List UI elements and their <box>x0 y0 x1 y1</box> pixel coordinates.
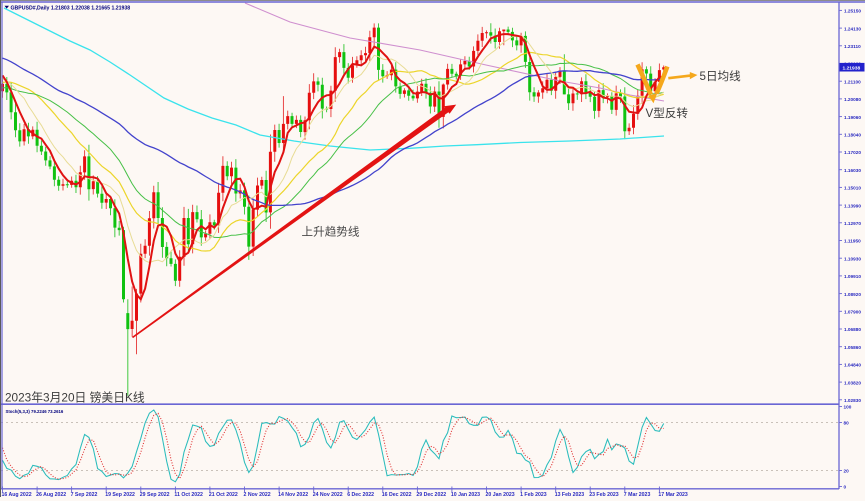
svg-text:1.09910: 1.09910 <box>844 274 861 279</box>
svg-text:1.02830: 1.02830 <box>844 398 861 403</box>
svg-text:1.17020: 1.17020 <box>844 150 861 155</box>
svg-text:1.05860: 1.05860 <box>844 345 861 350</box>
svg-text:1.03820: 1.03820 <box>844 380 861 385</box>
svg-text:19 Sep 2022: 19 Sep 2022 <box>105 492 135 498</box>
svg-text:5日均线: 5日均线 <box>700 69 742 83</box>
svg-text:80: 80 <box>844 421 850 426</box>
svg-text:10 Jan 2023: 10 Jan 2023 <box>451 492 480 498</box>
svg-text:1.08920: 1.08920 <box>844 292 861 297</box>
svg-text:1.18040: 1.18040 <box>844 133 861 138</box>
svg-text:1.12970: 1.12970 <box>844 221 861 226</box>
svg-text:16 Aug 2022: 16 Aug 2022 <box>2 492 32 498</box>
svg-text:7 Mar 2023: 7 Mar 2023 <box>624 492 651 498</box>
svg-text:7 Sep 2022: 7 Sep 2022 <box>71 492 98 498</box>
svg-text:26 Aug 2022: 26 Aug 2022 <box>36 492 66 498</box>
svg-text:1.23110: 1.23110 <box>844 44 861 49</box>
svg-text:1 Feb 2023: 1 Feb 2023 <box>520 492 547 498</box>
svg-text:1.10930: 1.10930 <box>844 256 861 261</box>
svg-text:1.04840: 1.04840 <box>844 363 861 368</box>
svg-text:21 Oct 2022: 21 Oct 2022 <box>209 492 238 498</box>
svg-text:1.21100: 1.21100 <box>844 79 861 84</box>
svg-text:20 Jan 2023: 20 Jan 2023 <box>486 492 515 498</box>
svg-text:24 Nov 2022: 24 Nov 2022 <box>313 492 343 498</box>
svg-text:1.07900: 1.07900 <box>844 310 861 315</box>
svg-text:14 Nov 2022: 14 Nov 2022 <box>278 492 308 498</box>
svg-text:23 Feb 2023: 23 Feb 2023 <box>589 492 619 498</box>
svg-text:17 Mar 2023: 17 Mar 2023 <box>658 492 688 498</box>
svg-text:16 Dec 2022: 16 Dec 2022 <box>382 492 412 498</box>
svg-text:1.20080: 1.20080 <box>844 97 861 102</box>
svg-text:Stoch(5,3,3) 79.2246 73.2616: Stoch(5,3,3) 79.2246 73.2616 <box>6 409 64 414</box>
svg-text:1.06880: 1.06880 <box>844 327 861 332</box>
svg-text:1.24130: 1.24130 <box>844 26 861 31</box>
svg-text:6 Dec 2022: 6 Dec 2022 <box>347 492 374 498</box>
svg-text:1.15010: 1.15010 <box>844 186 861 191</box>
svg-text:1.21938: 1.21938 <box>843 66 861 72</box>
svg-text:13 Feb 2023: 13 Feb 2023 <box>555 492 585 498</box>
svg-text:上升趋势线: 上升趋势线 <box>302 225 360 239</box>
svg-text:2 Nov 2022: 2 Nov 2022 <box>244 492 271 498</box>
svg-text:1.13990: 1.13990 <box>844 203 861 208</box>
svg-text:1.25150: 1.25150 <box>844 9 861 14</box>
svg-text:V型反转: V型反转 <box>646 106 689 120</box>
svg-text:1.16030: 1.16030 <box>844 168 861 173</box>
svg-text:1.11950: 1.11950 <box>844 239 861 244</box>
svg-text:1.19060: 1.19060 <box>844 115 861 120</box>
svg-text:0: 0 <box>844 485 847 490</box>
svg-text:100: 100 <box>844 405 852 410</box>
svg-text:11 Oct 2022: 11 Oct 2022 <box>174 492 203 498</box>
svg-text:29 Sep 2022: 29 Sep 2022 <box>140 492 170 498</box>
svg-text:20: 20 <box>844 469 850 474</box>
svg-text:GBPUSD#,Daily 1.21803 1.22038: GBPUSD#,Daily 1.21803 1.22038 1.21665 1.… <box>11 5 131 11</box>
svg-text:2023年3月20日 镑美日K线: 2023年3月20日 镑美日K线 <box>5 391 145 405</box>
svg-text:29 Dec 2022: 29 Dec 2022 <box>416 492 446 498</box>
